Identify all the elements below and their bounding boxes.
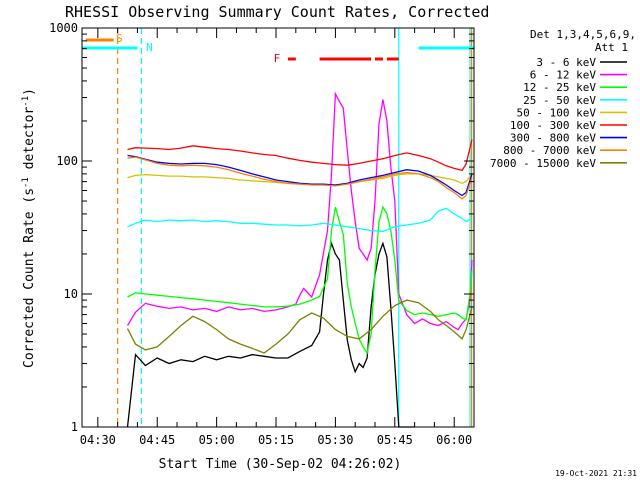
y-axis-label-end: ): [22, 88, 37, 96]
series-line-2: [127, 205, 473, 355]
series-line-6: [127, 154, 473, 197]
detectors-line-2: Att 1: [595, 41, 628, 54]
detectors-line-1: Det 1,3,4,5,6,9,: [530, 28, 636, 41]
x-tick-label-4: 05:30: [317, 433, 353, 447]
x-tick-label-2: 05:00: [199, 433, 235, 447]
y-tick-label-2: 100: [56, 154, 78, 168]
x-axis-label: Start Time (30-Sep-02 04:26:02): [159, 457, 402, 472]
plot-frame: [81, 27, 475, 428]
series-line-3: [127, 207, 473, 233]
legend-label-2: 12 - 25 keV: [523, 81, 596, 94]
y-axis-label-main: Corrected Count Rate (s: [22, 188, 37, 368]
y-axis-label-exp2: -1: [21, 96, 31, 107]
legend-label-6: 300 - 800 keV: [510, 132, 596, 145]
x-tick-label-6: 06:00: [436, 433, 472, 447]
y-tick-label-0: 1: [71, 420, 78, 434]
legend-label-7: 800 - 7000 keV: [503, 144, 596, 157]
series-line-7: [127, 156, 473, 200]
y-tick-label-1: 10: [64, 287, 78, 301]
markers-layer: [117, 28, 473, 427]
axes-layer: 1 10 100 1000 04:30 04:45 05:00 05:15 05:30 05:45…: [49, 21, 475, 447]
y-axis-label-exp1: -1: [21, 177, 31, 188]
y-axis-label: Corrected Count Rate (s-1 detector-1): [21, 88, 37, 368]
legend-label-4: 50 - 100 keV: [517, 106, 597, 119]
flare-flag-label: F: [274, 52, 281, 65]
series-line-0: [126, 241, 415, 428]
night-flag-label: N: [146, 41, 153, 54]
svg-text:Corrected Count Rate (s-1 dete: Corrected Count Rate (s-1 detector-1): [21, 88, 37, 368]
legend-label-8: 7000 - 15000 keV: [490, 157, 596, 170]
legend-label-3: 25 - 50 keV: [523, 94, 596, 107]
series-line-8: [126, 299, 473, 354]
y-axis-label-mid: detector: [22, 107, 37, 178]
x-tick-label-1: 04:45: [139, 433, 175, 447]
timestamp: 19-Oct-2021 21:31: [555, 469, 637, 478]
legend-label-1: 6 - 12 keV: [530, 69, 597, 82]
y-tick-label-3: 1000: [49, 21, 78, 35]
legend-label-5: 100 - 300 keV: [510, 119, 596, 132]
legend-label-0: 3 - 6 keV: [536, 56, 596, 69]
series-line-5: [127, 139, 473, 172]
flags-layer: S N F: [82, 32, 474, 65]
x-tick-label-0: 04:30: [80, 433, 116, 447]
saa-flag-label: S: [116, 32, 123, 45]
series-layer: [126, 91, 473, 428]
series-line-1: [126, 91, 473, 331]
chart-title: RHESSI Observing Summary Count Rates, Co…: [65, 3, 489, 21]
x-tick-label-3: 05:15: [258, 433, 294, 447]
x-tick-label-5: 05:45: [377, 433, 413, 447]
